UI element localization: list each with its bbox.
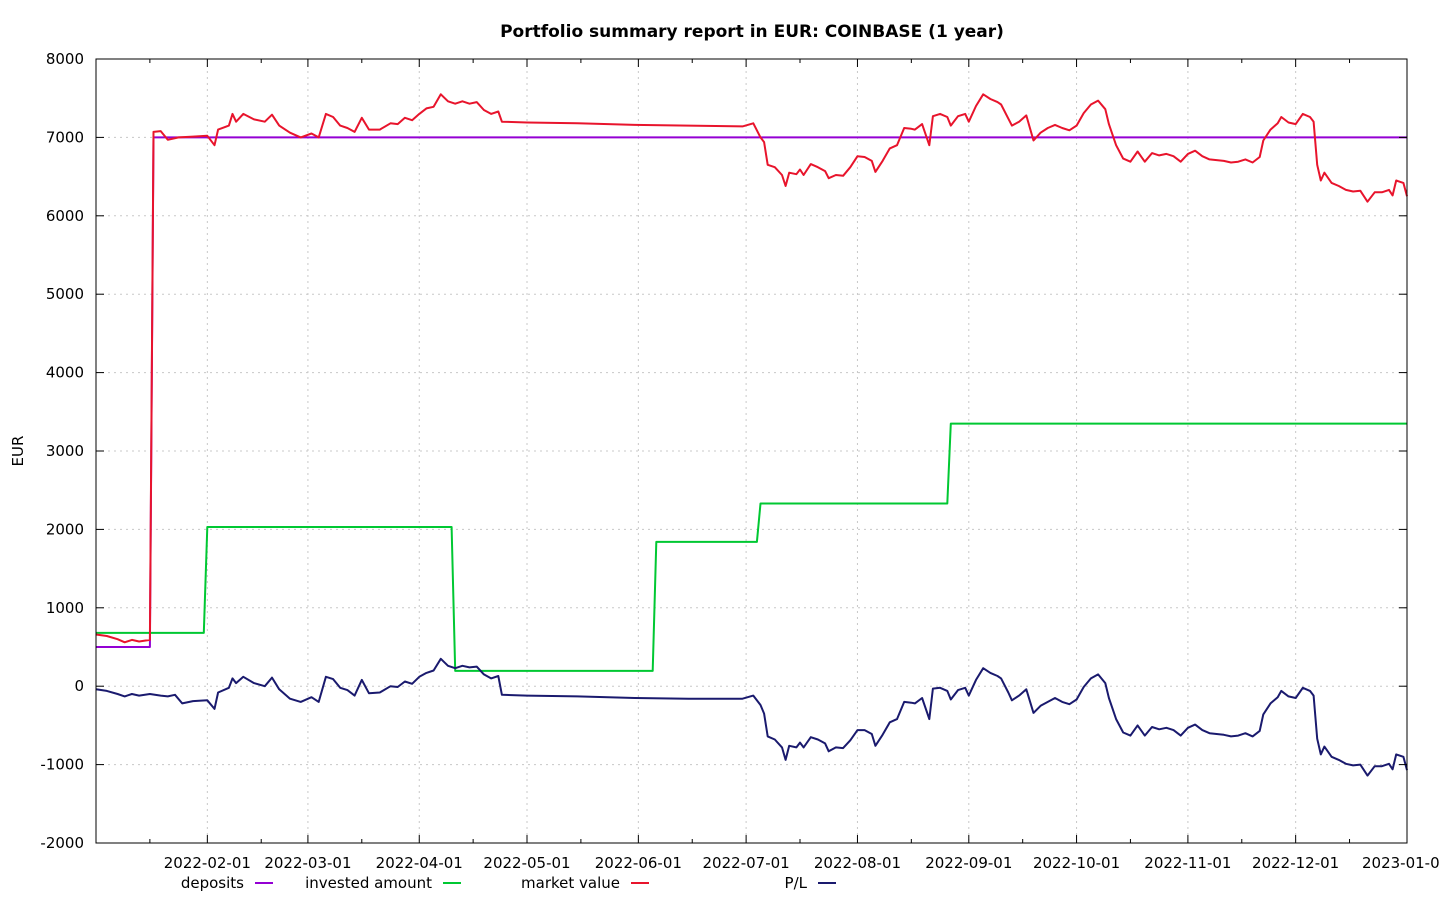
x-tick-label: 2022-04-01 [376,854,463,872]
series-line-p-l [95,657,1408,777]
x-tick-label: 2022-05-01 [483,854,570,872]
y-tick-label: 8000 [46,50,84,68]
legend-label: deposits [181,874,244,892]
chart-title: Portfolio summary report in EUR: COINBAS… [500,22,1004,42]
legend-label: P/L [785,874,808,892]
y-tick-label: 3000 [46,442,84,460]
series-line-invested-amount [96,422,1407,672]
y-tick-label: -2000 [40,834,84,852]
x-tick-label: 2023-01-0 [1362,854,1440,872]
x-tick-label: 2022-09-01 [925,854,1012,872]
y-tick-label: 0 [74,677,84,695]
grid-lines [96,58,1408,844]
y-tick-label: 4000 [46,364,84,382]
x-tick-label: 2022-10-01 [1033,854,1120,872]
y-tick-label: 7000 [46,128,84,146]
series-group [95,93,1408,777]
legend: deposits invested amount market value P/L [181,874,836,892]
y-tick-label: 2000 [46,520,84,538]
x-tick-label: 2022-11-01 [1144,854,1231,872]
y-axis: -2000 -1000 0 1000 2000 3000 4000 5000 6000 7000 8… [40,50,1407,852]
series-line-deposits [96,136,1407,648]
legend-label: market value [521,874,620,892]
x-tick-label: 2022-12-01 [1252,854,1339,872]
x-tick-label: 2022-06-01 [595,854,682,872]
y-tick-label: -1000 [40,756,84,774]
y-tick-label: 1000 [46,599,84,617]
y-axis-label: EUR [9,436,27,467]
y-tick-label: 6000 [46,207,84,225]
x-tick-label: 2022-02-01 [164,854,251,872]
x-axis: 2022-02-01 2022-03-01 2022-04-01 2022-05-01… [149,59,1440,872]
x-tick-label: 2022-08-01 [814,854,901,872]
legend-label: invested amount [305,874,432,892]
x-tick-label: 2022-03-01 [264,854,351,872]
y-tick-label: 5000 [46,285,84,303]
series-line-market-value [95,93,1408,644]
x-tick-label: 2022-07-01 [703,854,790,872]
